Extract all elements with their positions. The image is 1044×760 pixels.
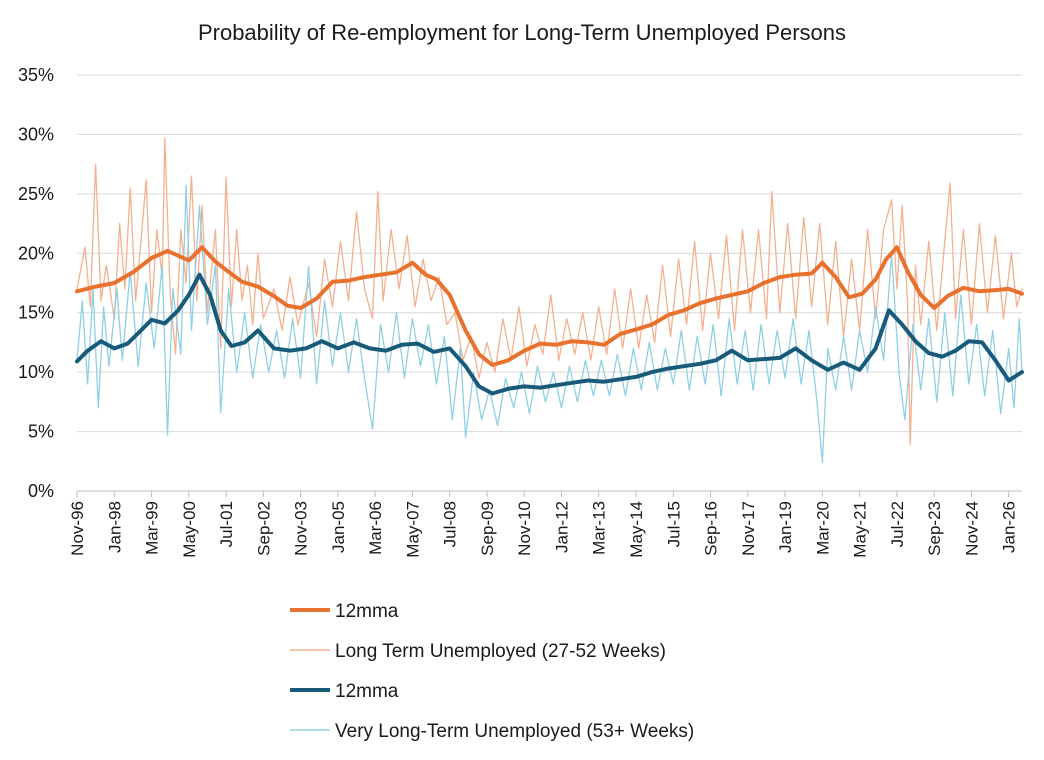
x-tick-label: Mar-99 [143,501,162,555]
x-tick-label: Mar-13 [590,501,609,555]
legend-label: 12mma [335,601,399,622]
x-tick-label: Jan-05 [329,501,348,553]
x-tick-label: Jul-08 [441,501,460,547]
series-line-4 [76,184,1023,464]
series-line-2 [76,137,1023,446]
x-tick-label: Sep-23 [925,501,944,556]
x-tick-label: Jan-12 [552,501,571,553]
x-tick-label: Mar-20 [813,501,832,555]
legend-item: 12mma [290,681,399,702]
x-tick-label: May-00 [180,501,199,558]
x-tick-label: Jan-19 [776,501,795,553]
gridlines [77,74,1022,433]
x-tick-label: Jul-22 [888,501,907,547]
y-tick-label: 5% [28,422,54,442]
x-tick-label: Jul-15 [664,501,683,547]
x-tick-label: May-07 [403,501,422,558]
series-layer [75,137,1024,464]
x-tick-label: Nov-96 [68,501,87,556]
y-tick-label: 30% [18,124,54,144]
legend-item: Very Long-Term Unemployed (53+ Weeks) [290,721,694,742]
x-tick-label: Sep-16 [702,501,721,556]
x-tick-label: Jan-98 [105,501,124,553]
x-tick-label: Sep-09 [478,501,497,556]
y-tick-label: 10% [18,362,54,382]
series-line-1 [75,245,1024,367]
x-tick-label: May-21 [851,501,870,558]
x-axis: Nov-96 Jan-98 Mar-99 May-00 Jul-01 Sep-02 Nov-… [68,490,1022,558]
legend-label: Very Long-Term Unemployed (53+ Weeks) [335,721,694,742]
legend-label: 12mma [335,681,399,702]
y-tick-label: 25% [18,184,54,204]
x-tick-label: Nov-10 [515,501,534,556]
legend-item: 12mma [290,601,399,622]
x-tick-label: May-14 [627,501,646,558]
chart-title: Probability of Re-employment for Long-Te… [198,20,846,45]
x-tick-label: Jul-01 [217,501,236,547]
x-tick-label: Sep-02 [254,501,273,556]
x-tick-label: Mar-06 [366,501,385,555]
x-tick-label: Nov-17 [739,501,758,556]
legend-item: Long Term Unemployed (27-52 Weeks) [290,641,666,662]
x-tick-label: Nov-03 [292,501,311,556]
x-tick-label: Jan-26 [1000,501,1019,553]
y-tick-label: 0% [28,481,54,501]
y-tick-label: 35% [18,65,54,85]
series-line-3 [75,272,1024,396]
y-axis-tick-labels: 0% 5% 10% 15% 20% 25% 30% 35% [18,65,54,501]
legend: 12mma Long Term Unemployed (27-52 Weeks) 1… [290,601,694,742]
y-tick-label: 15% [18,303,54,323]
y-tick-label: 20% [18,243,54,263]
x-tick-label: Nov-24 [962,501,981,556]
legend-label: Long Term Unemployed (27-52 Weeks) [335,641,666,662]
